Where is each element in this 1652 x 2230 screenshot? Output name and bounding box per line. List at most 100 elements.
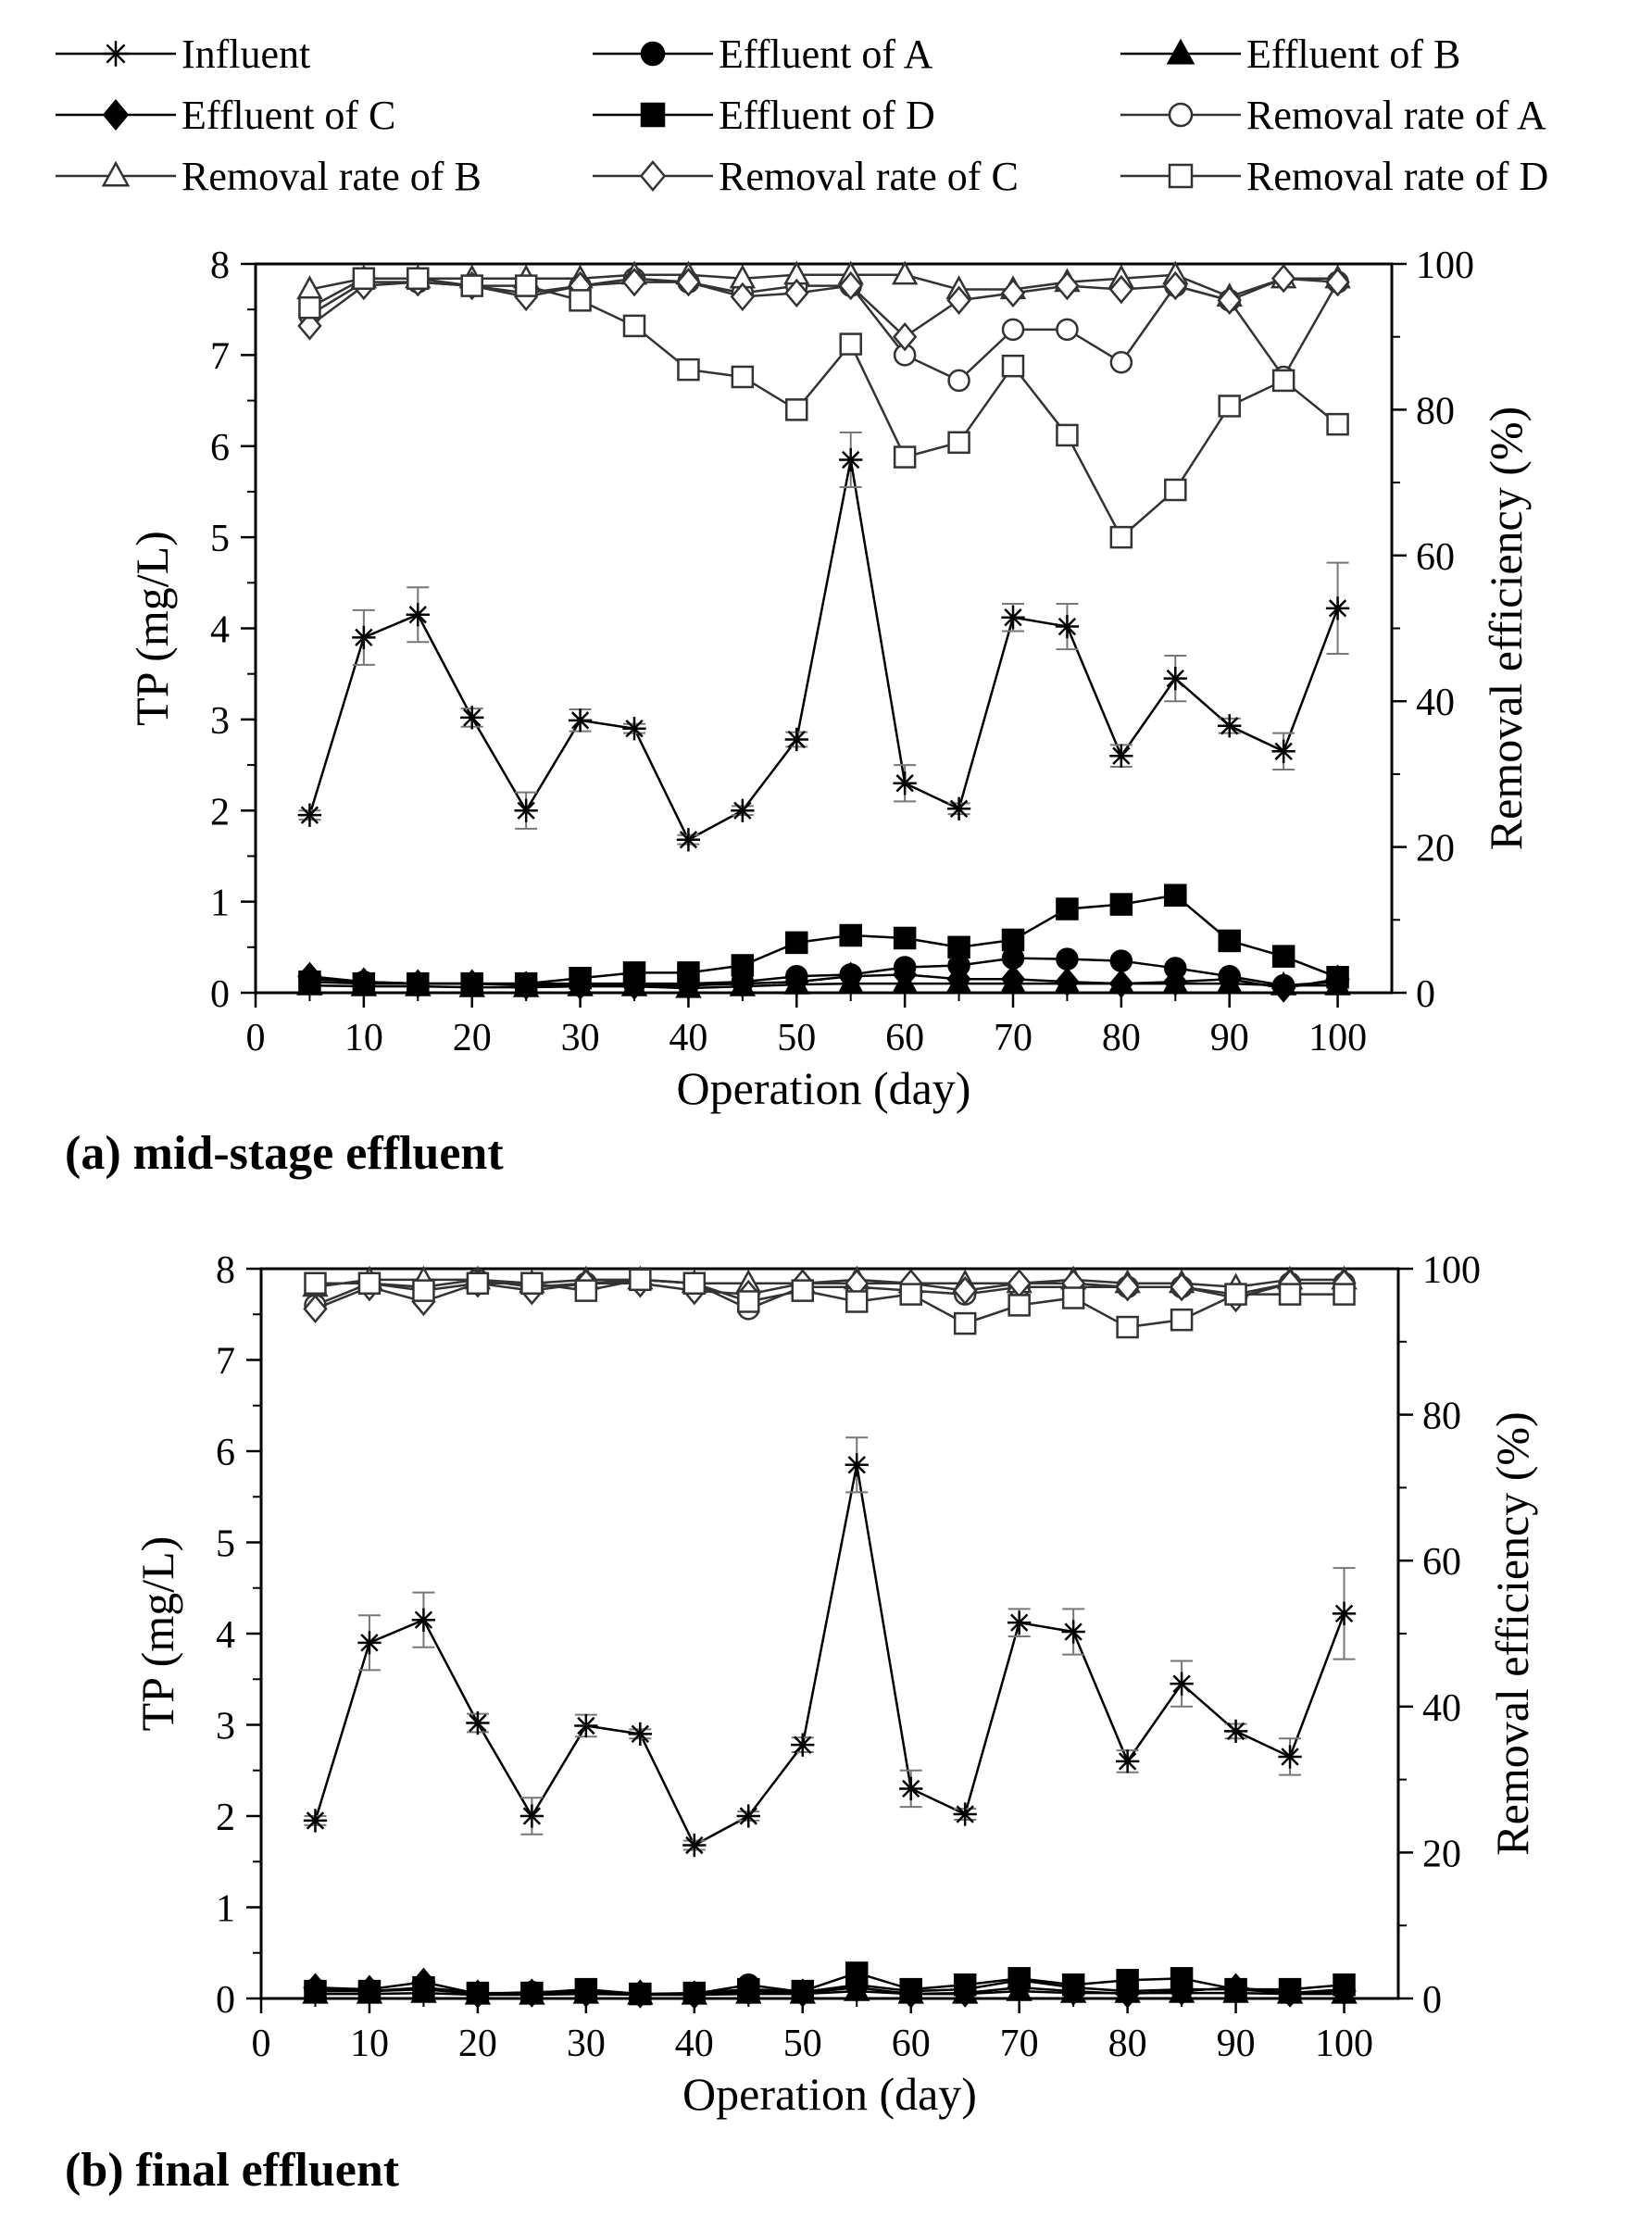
series-influent-point (784, 727, 808, 752)
series-effluent-of-d-point (737, 1977, 760, 2001)
series-effluent-of-d-point (731, 954, 755, 977)
series-effluent-of-c-point (730, 969, 756, 998)
legend-effluent-of-b: Effluent of B (1120, 31, 1460, 77)
series-removal-rate-of-d-point (466, 1272, 490, 1296)
series-effluent-of-c-point (1270, 973, 1296, 1003)
series-effluent-of-d-point (514, 971, 538, 996)
series-influent-point (1115, 1749, 1140, 1773)
x-tick-label: 30 (561, 1017, 600, 1059)
series-influent-point (1218, 714, 1242, 738)
series-removal-rate-of-c-point (1270, 264, 1296, 294)
series-removal-rate-of-c-point (730, 282, 756, 312)
series-removal-rate-of-d-point (357, 1272, 382, 1296)
legend-removal-rate-of-a-label: Removal rate of A (1246, 93, 1546, 138)
series-influent-point (574, 1713, 598, 1738)
series-removal-rate-of-a (298, 267, 1349, 393)
y-tick-label: 3 (216, 1706, 235, 1748)
series-removal-rate-of-c-point (1217, 285, 1242, 316)
series-effluent-of-d (298, 883, 1349, 996)
series-effluent-of-d (304, 1961, 1356, 2006)
series-effluent-of-d-point (1007, 1967, 1031, 1990)
series-removal-rate-of-d (304, 1268, 1356, 1339)
series-effluent-of-d-point (1218, 929, 1241, 953)
series-removal-rate-of-d-point (1170, 1308, 1194, 1332)
series-removal-rate-of-d-point (574, 1279, 598, 1302)
y-tick-label: 6 (210, 427, 230, 470)
series-removal-rate-of-d-point (412, 1279, 435, 1302)
y2-axis-title: Removal efficiency (%) (1486, 1411, 1538, 1855)
y-tick-label: 1 (216, 1888, 235, 1931)
y-tick-label: 8 (216, 1249, 235, 1292)
series-removal-rate-of-c-point (1115, 1272, 1140, 1302)
series-removal-rate-of-d-point (460, 274, 483, 297)
series-influent-point (1061, 1620, 1085, 1644)
y2-tick-label: 0 (1422, 1979, 1442, 2022)
x-tick-label: 40 (669, 1017, 707, 1059)
series-effluent-of-d-point (682, 1981, 707, 2005)
series-removal-rate-of-d-point (953, 1311, 977, 1335)
series-effluent-of-d-point (298, 970, 321, 994)
legend-removal-rate-of-a: Removal rate of A (1120, 93, 1546, 138)
panel-caption: (a) mid-stage effluent (65, 1127, 504, 1180)
series-influent-point (1278, 1745, 1302, 1769)
series-effluent-of-d-point (899, 1977, 922, 2001)
series-influent-line (314, 1464, 1345, 1848)
series-influent-point (466, 1710, 490, 1735)
series-influent-point (946, 796, 971, 821)
x-tick-label: 50 (783, 2023, 822, 2065)
series-influent-point (303, 1809, 328, 1833)
series-removal-rate-of-d-point (407, 267, 430, 290)
series-removal-rate-of-d-point (947, 431, 970, 455)
series-effluent-of-d-point (1224, 1977, 1247, 2001)
x-tick-label: 50 (777, 1017, 816, 1059)
x-tick-label: 70 (994, 1017, 1032, 1059)
legend-effluent-of-c: Effluent of C (56, 93, 395, 138)
series-removal-rate-of-c-point (621, 267, 647, 297)
y-tick-label: 6 (216, 1432, 235, 1474)
y-tick-label: 8 (210, 244, 230, 287)
series-removal-rate-of-d-point (1007, 1294, 1031, 1317)
series-removal-rate-of-d-point (304, 1272, 327, 1296)
series-removal-rate-of-d-point (1109, 525, 1133, 549)
series-effluent-of-c-point (1163, 967, 1188, 996)
series-influent-point (731, 798, 755, 822)
legend-effluent-of-a-marker (640, 41, 666, 67)
series-influent-point (899, 1776, 923, 1801)
series-influent-point (460, 706, 484, 730)
series-effluent-of-d-point (791, 1979, 815, 2003)
series-removal-rate-of-d-point (569, 289, 592, 312)
x-tick-label: 20 (458, 2023, 497, 2065)
series-effluent-of-d-point (947, 935, 970, 959)
legend-effluent-of-a-label: Effluent of A (719, 31, 933, 77)
series-effluent-of-c-point (892, 959, 918, 990)
series-effluent-of-d-point (893, 926, 917, 950)
series-effluent-of-d-point (1164, 883, 1187, 907)
series-removal-rate-of-d-point (1271, 369, 1295, 393)
legend-influent-label: Influent (181, 31, 310, 77)
series-effluent-of-d-point (1278, 1977, 1302, 2001)
series-removal-rate-of-c-point (676, 267, 701, 297)
series-influent-point (1271, 739, 1295, 763)
legend-effluent-of-d: Effluent of D (593, 93, 935, 138)
series-effluent-of-d-point (569, 967, 592, 990)
series-influent-point (791, 1733, 815, 1757)
series-effluent-of-d-point (407, 971, 430, 996)
x-tick-label: 90 (1217, 2023, 1256, 2065)
series-removal-rate-of-c-point (1169, 1272, 1195, 1302)
series-influent-point (1109, 744, 1133, 768)
y-tick-label: 2 (210, 791, 230, 833)
legend-effluent-of-d-marker (640, 102, 666, 128)
series-effluent-of-d-point (1170, 1967, 1194, 1990)
y-tick-label: 0 (216, 1979, 235, 2022)
series-effluent-of-a-point (1056, 947, 1079, 971)
x-tick-label: 100 (1315, 2023, 1373, 2065)
series-removal-rate-of-d-point (1001, 354, 1025, 378)
series-influent-point (953, 1802, 977, 1826)
series-removal-rate-of-d-point (1116, 1315, 1139, 1339)
series-removal-rate-of-c-point (1000, 278, 1026, 308)
series-removal-rate-of-d (298, 267, 1349, 549)
y2-tick-label: 0 (1416, 973, 1435, 1016)
y-tick-label: 7 (210, 335, 230, 378)
series-effluent-of-d-point (304, 1979, 327, 2003)
